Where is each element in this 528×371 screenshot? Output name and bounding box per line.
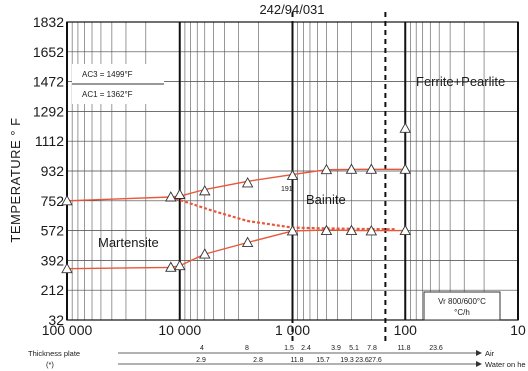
thickness-plate: Thickness plate (*) Air Water on he 4 8 1.…	[28, 345, 526, 369]
x-tick-label: 100	[394, 322, 418, 338]
y-tick-label: 32	[48, 312, 64, 328]
data-marker	[173, 259, 186, 271]
y-tick-label: 1292	[33, 103, 64, 119]
series-line	[66, 168, 406, 202]
y-tick-label: 212	[41, 282, 65, 298]
legend-box: Vr 800/600°C °C/h	[423, 291, 501, 321]
thickness-values: 4 8 1.5 2.4 3.9 5.1 7.8 11.8 23.6 2.9 2.8 11.8 15.7 1…	[196, 345, 443, 364]
y-tick-label: 752	[41, 193, 65, 209]
x-tick-labels: 100 000 10 000 1 000 100 10	[42, 322, 526, 338]
legend-line-2: °C/h	[454, 308, 470, 317]
markers	[61, 122, 412, 274]
legend-line-1: Vr 800/600°C	[438, 297, 486, 306]
plot-frame	[66, 21, 519, 321]
thickness-plate-label: Thickness plate	[28, 349, 80, 358]
thickness-row2-value: 19.3	[340, 357, 354, 364]
thickness-row1-value: 3.9	[331, 345, 341, 352]
x-tick-label: 10 000	[158, 322, 201, 338]
y-tick-label: 392	[41, 252, 65, 268]
chart-title: 242/94/031	[259, 2, 324, 17]
data-marker	[365, 163, 378, 174]
y-tick-label: 1112	[35, 133, 64, 149]
bainite-label: Bainite	[306, 192, 346, 207]
y-tick-label: 932	[41, 163, 65, 179]
y-tick-labels: 1832 1652 1472 1292 1112 932 752 572 392 212 32	[33, 14, 64, 328]
air-label: Air	[485, 349, 495, 358]
hardness-label: 191	[281, 186, 293, 193]
data-marker	[399, 163, 412, 174]
thickness-row2-value: 2.9	[196, 357, 206, 364]
thickness-row2-value: 11.8	[290, 357, 303, 364]
data-marker	[399, 122, 412, 133]
y-tick-label: 1472	[33, 74, 64, 90]
y-tick-label: 1832	[33, 14, 64, 30]
data-marker	[198, 184, 211, 196]
data-marker	[61, 194, 73, 206]
data-marker	[165, 191, 177, 202]
thickness-row2-value: 15.7	[316, 357, 330, 364]
data-marker	[198, 248, 211, 259]
thickness-row2-value: 23.6	[355, 357, 369, 364]
data-marker	[165, 261, 177, 272]
x-tick-label: 1 000	[275, 322, 310, 338]
x-tick-label: 10	[510, 322, 526, 338]
y-tick-label: 572	[41, 223, 65, 239]
y-axis-label: TEMPERATURE ° F	[8, 117, 23, 242]
series	[66, 168, 406, 270]
thickness-row2-value: 2.8	[253, 357, 263, 364]
thickness-plate-unit: (*)	[46, 360, 54, 369]
water-label: Water on he	[485, 360, 526, 369]
ac3-label: AC3 = 1499°F	[82, 70, 133, 79]
thickness-row1-value: 23.6	[429, 345, 443, 352]
data-marker	[320, 224, 333, 236]
data-marker	[365, 225, 378, 236]
data-marker	[173, 188, 186, 199]
thickness-row2-value: 27.6	[368, 357, 382, 364]
ac-box: AC3 = 1499°F AC1 = 1362°F	[72, 64, 164, 104]
thickness-row1-value: 1.5	[284, 345, 294, 352]
thickness-row1-value: 8	[245, 345, 249, 352]
thickness-row1-value: 5.1	[349, 345, 359, 352]
data-marker	[345, 163, 358, 174]
ac1-label: AC1 = 1362°F	[82, 90, 133, 99]
data-marker	[286, 169, 299, 180]
thickness-row1-value: 7.8	[367, 345, 377, 352]
ferrite-pearlite-label: Ferrite+Pearlite	[416, 74, 505, 89]
y-tick-label: 1652	[33, 44, 64, 60]
data-marker	[399, 224, 412, 236]
data-marker	[241, 236, 254, 247]
data-marker	[61, 262, 73, 274]
x-tick-label: 100 000	[42, 322, 93, 338]
data-marker	[286, 225, 299, 236]
thickness-row1-value: 11.8	[397, 345, 410, 352]
data-marker	[320, 163, 333, 175]
data-marker	[345, 224, 358, 236]
thickness-row1-value: 4	[200, 345, 204, 352]
martensite-label: Martensite	[98, 235, 159, 250]
thickness-row1-value: 2.4	[301, 345, 311, 352]
data-marker	[241, 176, 254, 188]
